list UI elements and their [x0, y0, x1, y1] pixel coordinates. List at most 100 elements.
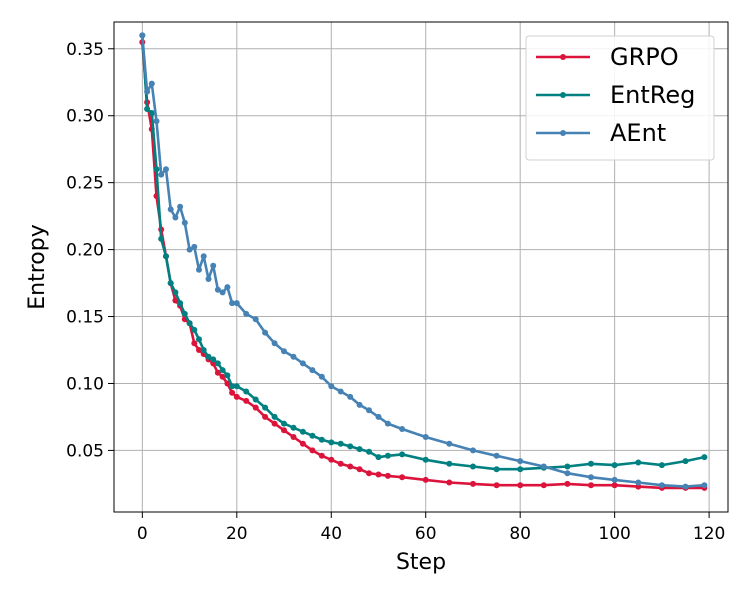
- data-point: [446, 479, 453, 486]
- data-point: [682, 483, 689, 490]
- data-point: [517, 466, 524, 473]
- data-point: [635, 459, 642, 466]
- y-tick-label: 0.05: [66, 441, 104, 461]
- data-point: [517, 482, 524, 489]
- data-point: [210, 356, 217, 363]
- data-point: [299, 360, 306, 367]
- data-point: [375, 454, 382, 461]
- data-point: [564, 480, 571, 487]
- data-point: [186, 320, 193, 327]
- data-point: [252, 404, 259, 411]
- data-point: [493, 482, 500, 489]
- x-tick-label: 20: [226, 524, 248, 544]
- data-point: [196, 347, 202, 353]
- data-point: [328, 383, 335, 390]
- data-point: [493, 452, 500, 459]
- y-tick-label: 0.35: [66, 40, 104, 60]
- data-point: [181, 310, 188, 317]
- data-point: [611, 482, 618, 489]
- series-aent: [139, 32, 708, 490]
- data-point: [446, 440, 453, 447]
- data-point: [309, 432, 316, 439]
- ticks: 0 20 40 60 80 100 120 0.05 0.10 0.15 0.20 0.25 0.30 0…: [66, 40, 725, 544]
- data-point: [299, 428, 306, 435]
- data-point: [318, 452, 325, 459]
- data-point: [611, 476, 618, 483]
- data-point: [356, 401, 363, 408]
- data-point: [470, 463, 476, 470]
- data-point: [153, 118, 160, 125]
- y-tick-label: 0.25: [66, 174, 104, 194]
- data-point: [219, 289, 226, 296]
- data-point: [233, 393, 240, 400]
- data-point: [470, 480, 476, 487]
- data-point: [219, 373, 226, 380]
- data-point: [384, 420, 391, 427]
- data-point: [375, 471, 382, 478]
- data-point: [328, 456, 335, 463]
- data-point: [214, 286, 221, 293]
- data-point: [337, 440, 344, 447]
- data-point: [163, 166, 169, 173]
- data-point: [229, 300, 236, 307]
- data-point: [233, 300, 240, 307]
- legend-label: EntReg: [610, 81, 695, 109]
- data-point: [347, 463, 354, 470]
- data-point: [328, 439, 335, 446]
- legend-label: AEnt: [610, 119, 666, 147]
- data-point: [422, 476, 429, 483]
- data-point: [446, 460, 453, 467]
- data-point: [271, 420, 278, 427]
- data-point: [517, 458, 524, 465]
- series-layer: [139, 32, 708, 491]
- x-axis-label: Step: [396, 550, 446, 575]
- data-point: [366, 470, 372, 477]
- data-point: [158, 171, 165, 178]
- data-point: [366, 407, 372, 414]
- data-point: [210, 262, 217, 269]
- data-point: [177, 203, 184, 210]
- data-point: [196, 336, 202, 343]
- data-point: [205, 276, 212, 282]
- y-axis-label: Entropy: [25, 224, 50, 309]
- data-point: [262, 404, 269, 411]
- data-point: [252, 316, 259, 323]
- data-point: [281, 348, 287, 355]
- data-point: [205, 353, 212, 360]
- data-point: [290, 353, 297, 360]
- data-point: [375, 413, 382, 420]
- data-point: [172, 214, 179, 221]
- data-point: [229, 383, 236, 390]
- y-tick-label: 0.30: [66, 107, 104, 127]
- x-tick-label: 60: [415, 524, 437, 544]
- data-point: [243, 397, 250, 404]
- data-point: [701, 454, 708, 461]
- data-point: [262, 329, 269, 336]
- legend-marker: [560, 130, 566, 136]
- data-point: [163, 253, 169, 260]
- x-tick-label: 40: [320, 524, 342, 544]
- data-point: [229, 389, 236, 396]
- data-point: [281, 420, 287, 427]
- data-point: [635, 483, 642, 490]
- data-point: [611, 462, 618, 469]
- data-point: [588, 460, 594, 467]
- data-point: [191, 243, 198, 250]
- data-point: [153, 166, 160, 173]
- data-point: [167, 280, 174, 287]
- data-point: [224, 372, 231, 379]
- data-point: [309, 367, 316, 374]
- data-point: [191, 340, 198, 347]
- series-entreg: [139, 32, 708, 473]
- data-point: [470, 447, 476, 454]
- data-point: [214, 369, 221, 376]
- data-point: [290, 434, 297, 440]
- data-point: [200, 347, 207, 353]
- data-point: [564, 463, 571, 470]
- data-point: [337, 388, 344, 395]
- data-point: [219, 367, 226, 374]
- data-point: [177, 300, 184, 307]
- data-point: [233, 383, 240, 390]
- x-tick-label: 120: [693, 524, 725, 544]
